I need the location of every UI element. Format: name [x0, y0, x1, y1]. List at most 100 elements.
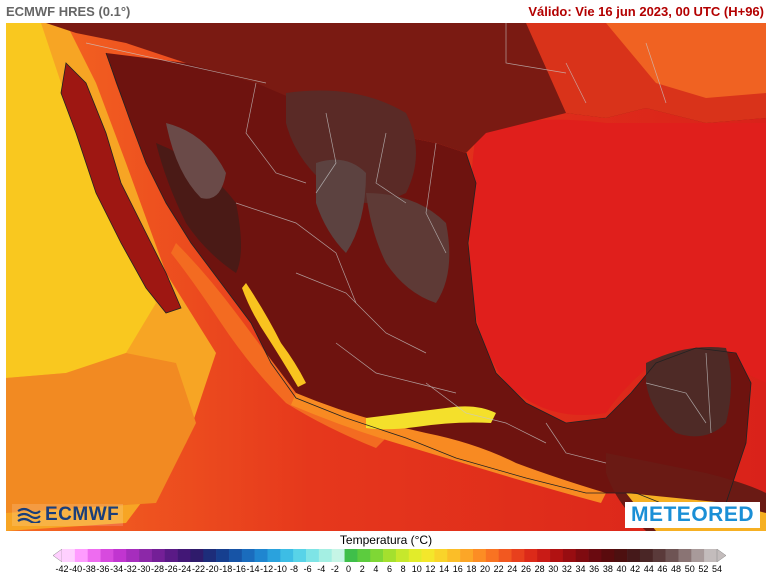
scale-swatch — [113, 549, 127, 562]
scale-min-arrow — [53, 549, 63, 562]
scale-swatch — [177, 549, 191, 562]
us-east-hot — [606, 23, 766, 98]
ecmwf-logo-text: ECMWF — [45, 504, 120, 525]
scale-swatch — [575, 549, 589, 562]
scale-swatch — [383, 549, 397, 562]
scale-tick-label: 52 — [698, 564, 709, 574]
scale-swatch — [421, 549, 435, 562]
pacific-coast-yellow — [242, 283, 306, 387]
scale-tick-label: 18 — [466, 564, 477, 574]
scale-swatch — [254, 549, 268, 562]
scale-tick-label: -22 — [191, 564, 205, 574]
scale-tick-label: -10 — [273, 564, 287, 574]
scale-tick-label: 38 — [602, 564, 613, 574]
temperature-map[interactable]: ECMWF METEORED — [6, 23, 766, 531]
scale-tick-label: -8 — [289, 564, 298, 574]
sierra-madre-oriental — [366, 193, 450, 303]
scale-swatch — [472, 549, 487, 562]
scale-swatch — [74, 549, 88, 562]
scale-swatch — [652, 549, 666, 562]
scale-swatch — [139, 549, 153, 562]
scale-swatch — [537, 549, 551, 562]
scale-swatch — [100, 549, 114, 562]
scale-tick-label: 50 — [684, 564, 695, 574]
scale-tick-label: 40 — [616, 564, 627, 574]
scale-swatch — [614, 549, 628, 562]
scale-swatch — [460, 549, 474, 562]
scale-tick-label: 44 — [643, 564, 654, 574]
scale-swatch — [370, 549, 384, 562]
scale-tick-label: 42 — [630, 564, 641, 574]
scale-swatch — [164, 549, 178, 562]
central-grey — [316, 159, 366, 253]
scale-tick-label: 32 — [561, 564, 572, 574]
pacific-cool-zone — [6, 23, 156, 378]
scale-swatch — [511, 549, 525, 562]
scale-tick-label: -38 — [82, 564, 96, 574]
scale-swatch — [627, 549, 641, 562]
scale-swatch — [216, 549, 230, 562]
scale-tick-label: -26 — [164, 564, 178, 574]
scale-tick-label: 8 — [400, 564, 406, 574]
scale-swatch — [344, 549, 358, 562]
scale-swatch — [241, 549, 255, 562]
scale-swatch — [601, 549, 615, 562]
scale-tick-label: 54 — [711, 564, 723, 574]
scale-tick-label: -30 — [137, 564, 151, 574]
scale-swatch — [395, 549, 410, 562]
scale-swatch — [498, 549, 512, 562]
scale-tick-label: 30 — [548, 564, 559, 574]
valid-time: Válido: Vie 16 jun 2023, 00 UTC (H+96) — [528, 4, 764, 19]
scale-tick-label: 22 — [493, 564, 504, 574]
scale-tick-label: -34 — [110, 564, 124, 574]
scale-tick-label: -6 — [303, 564, 312, 574]
scale-swatch — [267, 549, 281, 562]
pacific-coast-hot — [171, 243, 386, 448]
model-title: ECMWF HRES (0.1°) — [6, 4, 131, 19]
scale-swatch — [678, 549, 692, 562]
scale-tick-label: -40 — [69, 564, 83, 574]
northwest-grey — [166, 123, 226, 199]
scale-swatch — [408, 549, 422, 562]
scale-swatch — [588, 549, 602, 562]
pacific-mid-zone — [6, 353, 196, 513]
scale-swatch — [190, 549, 204, 562]
scale-tick-label: 6 — [386, 564, 393, 574]
scale-swatch — [280, 549, 294, 562]
scale-tick-label: 26 — [520, 564, 531, 574]
scale-tick-label: 12 — [425, 564, 436, 574]
scale-tick-label: -4 — [317, 564, 326, 574]
ecmwf-swirl-icon — [17, 507, 41, 523]
scale-max-arrow — [716, 549, 726, 562]
scale-tick-label: 4 — [373, 564, 379, 574]
scale-tick-label: -2 — [330, 564, 339, 574]
scale-swatch — [691, 549, 705, 562]
scale-tick-label: -12 — [260, 564, 274, 574]
central-volcanic-yellow — [366, 406, 496, 430]
scale-swatch — [434, 549, 448, 562]
scale-swatch — [550, 549, 564, 562]
scale-tick-label: -14 — [246, 564, 260, 574]
scale-swatch — [562, 549, 577, 562]
state-borders — [85, 23, 712, 464]
scale-swatch — [524, 549, 538, 562]
scale-tick-label: -42 — [55, 564, 69, 574]
scale-swatch — [62, 549, 76, 562]
scale-tick-label: 36 — [589, 564, 600, 574]
scale-tick-label: -32 — [123, 564, 137, 574]
scale-swatch — [704, 549, 718, 562]
scale-tick-label: 48 — [671, 564, 682, 574]
scale-swatch — [228, 549, 243, 562]
scale-tick-label: -36 — [96, 564, 110, 574]
scale-tick-label: 2 — [359, 564, 365, 574]
meteored-logo[interactable]: METEORED — [624, 502, 760, 528]
scale-swatch — [318, 549, 333, 562]
scale-tick-label: -18 — [219, 564, 233, 574]
scale-tick-label: 28 — [534, 564, 545, 574]
scale-tick-label: 10 — [411, 564, 422, 574]
scale-tick-label: -28 — [151, 564, 165, 574]
scale-tick-label: -20 — [205, 564, 219, 574]
scale-tick-label: 0 — [346, 564, 352, 574]
scale-tick-label: -24 — [178, 564, 192, 574]
color-scale-labels: -42 -40 -38 -36 -34 -32 -30 -28 -26 -24 -22 -20 -18-… — [53, 564, 726, 578]
